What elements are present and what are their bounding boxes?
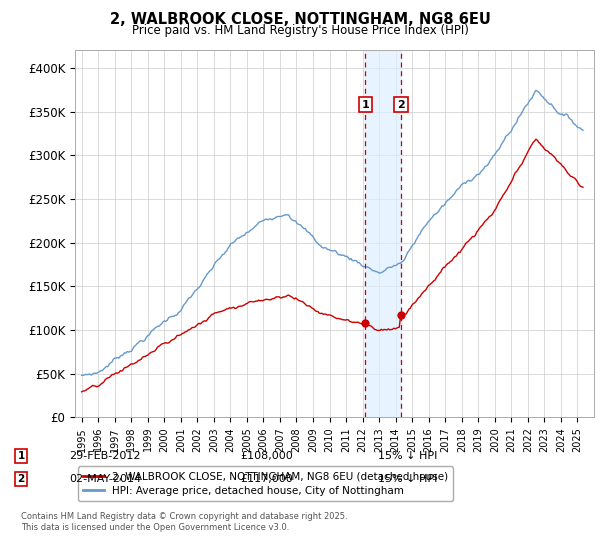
Text: Contains HM Land Registry data © Crown copyright and database right 2025.
This d: Contains HM Land Registry data © Crown c… bbox=[21, 512, 347, 532]
Bar bbox=[365, 50, 401, 417]
Text: 15% ↓ HPI: 15% ↓ HPI bbox=[378, 474, 437, 484]
Legend: 2, WALBROOK CLOSE, NOTTINGHAM, NG8 6EU (detached house), HPI: Average price, det: 2, WALBROOK CLOSE, NOTTINGHAM, NG8 6EU (… bbox=[77, 466, 454, 501]
Text: 1: 1 bbox=[17, 451, 25, 461]
Text: £117,000: £117,000 bbox=[240, 474, 293, 484]
Text: 2: 2 bbox=[397, 100, 405, 110]
Text: 29-FEB-2012: 29-FEB-2012 bbox=[69, 451, 140, 461]
Text: 2: 2 bbox=[17, 474, 25, 484]
Text: 1: 1 bbox=[361, 100, 369, 110]
Text: 2, WALBROOK CLOSE, NOTTINGHAM, NG8 6EU: 2, WALBROOK CLOSE, NOTTINGHAM, NG8 6EU bbox=[110, 12, 490, 27]
Text: Price paid vs. HM Land Registry's House Price Index (HPI): Price paid vs. HM Land Registry's House … bbox=[131, 24, 469, 37]
Text: 02-MAY-2014: 02-MAY-2014 bbox=[69, 474, 141, 484]
Text: £108,000: £108,000 bbox=[240, 451, 293, 461]
Text: 15% ↓ HPI: 15% ↓ HPI bbox=[378, 451, 437, 461]
